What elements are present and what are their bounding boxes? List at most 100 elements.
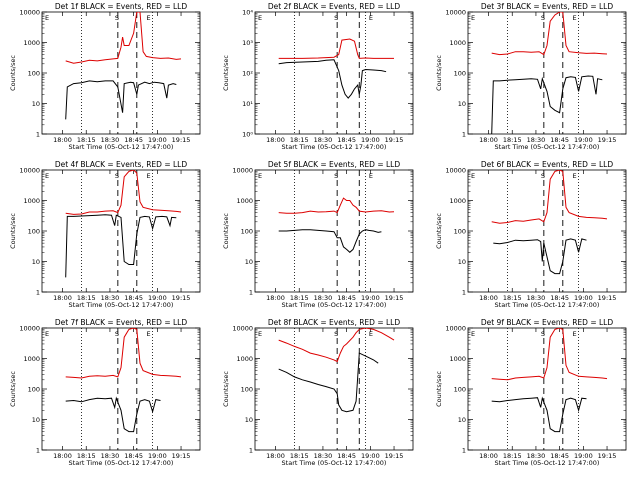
y-tick-label: 1 — [249, 447, 253, 455]
y-tick-label: 10 — [458, 258, 466, 266]
panel-title: Det 6f BLACK = Events, RED = LLD — [481, 160, 614, 169]
y-tick-label: 10000 — [19, 167, 40, 175]
x-tick-label: 18:45 — [550, 452, 569, 460]
y-axis-label: Counts/sec — [435, 213, 443, 249]
marker-label-s: S — [334, 172, 338, 180]
series-line-lld — [491, 328, 608, 381]
panel-title: Det 5f BLACK = Events, RED = LLD — [268, 160, 401, 169]
panel-4: Det 4f BLACK = Events, RED = LLD 1 10 100 10… — [9, 160, 201, 309]
y-tick-label: 1 — [462, 289, 466, 297]
marker-label-s: S — [541, 330, 545, 338]
y-tick-label: 1000 — [23, 355, 40, 363]
series-line-lld — [65, 328, 182, 379]
panel-6: Det 6f BLACK = Events, RED = LLD 1 10 100 10… — [435, 160, 627, 309]
panel-title: Det 8f BLACK = Events, RED = LLD — [268, 318, 401, 327]
y-tick-label: 100 — [454, 386, 466, 394]
x-tick-label: 18:45 — [124, 452, 143, 460]
y-tick-label: 100 — [454, 228, 466, 236]
series-line-events — [65, 396, 161, 433]
panel-8: Det 8f BLACK = Events, RED = LLD 1 10 100 10… — [222, 318, 414, 467]
y-axis-label: Counts/sec — [222, 371, 230, 407]
x-tick-label: 18:15 — [503, 452, 522, 460]
panel-7: Det 7f BLACK = Events, RED = LLD 1 10 100 10… — [9, 318, 201, 467]
panel-title: Det 4f BLACK = Events, RED = LLD — [55, 160, 188, 169]
y-tick-label: 10⁰ — [242, 131, 253, 139]
marker-label-e: E — [45, 14, 49, 22]
series-line-lld — [491, 170, 608, 224]
panel-title: Det 9f BLACK = Events, RED = LLD — [481, 318, 614, 327]
marker-label-e: E — [146, 330, 150, 338]
x-tick-label: 18:45 — [337, 452, 356, 460]
x-tick-label: 19:00 — [574, 452, 593, 460]
y-tick-label: 10² — [242, 70, 253, 78]
marker-label-e: E — [572, 330, 576, 338]
y-axis-label: Counts/sec — [222, 213, 230, 249]
y-tick-label: 10 — [32, 258, 40, 266]
x-tick-label: 18:00 — [266, 136, 285, 144]
y-tick-label: 10000 — [445, 167, 466, 175]
x-tick-label: 18:45 — [124, 136, 143, 144]
x-tick-label: 19:00 — [574, 136, 593, 144]
x-tick-label: 18:15 — [77, 136, 96, 144]
series-line-events — [278, 352, 379, 413]
x-tick-label: 18:30 — [101, 136, 120, 144]
x-axis-label: Start Time (05-Oct-12 17:47:00) — [495, 459, 600, 467]
series-line-lld — [65, 12, 182, 64]
x-tick-label: 18:30 — [527, 136, 546, 144]
y-tick-label: 100 — [28, 228, 40, 236]
x-tick-label: 19:00 — [148, 136, 167, 144]
x-axis-label: Start Time (05-Oct-12 17:47:00) — [495, 143, 600, 151]
x-tick-label: 18:30 — [314, 452, 333, 460]
y-tick-label: 1000 — [449, 355, 466, 363]
marker-label-e: E — [258, 330, 262, 338]
x-tick-label: 18:45 — [124, 294, 143, 302]
y-tick-label: 10000 — [445, 325, 466, 333]
y-tick-label: 10000 — [445, 9, 466, 17]
series-line-events — [491, 75, 603, 134]
x-axis-label: Start Time (05-Oct-12 17:47:00) — [495, 301, 600, 309]
panel-9: Det 9f BLACK = Events, RED = LLD 1 10 100 10… — [435, 318, 627, 467]
x-tick-label: 19:15 — [598, 136, 617, 144]
y-axis-label: Counts/sec — [9, 371, 17, 407]
panel-title: Det 2f BLACK = Events, RED = LLD — [268, 2, 401, 11]
y-tick-label: 10000 — [19, 325, 40, 333]
series-line-events — [278, 59, 387, 99]
y-tick-label: 100 — [241, 386, 253, 394]
marker-label-s: S — [115, 14, 119, 22]
marker-label-e: E — [471, 172, 475, 180]
series-line-events — [493, 238, 587, 275]
x-tick-label: 19:15 — [172, 294, 191, 302]
marker-label-s: S — [541, 14, 545, 22]
x-axis-label: Start Time (05-Oct-12 17:47:00) — [69, 143, 174, 151]
marker-label-s: S — [334, 330, 338, 338]
x-tick-label: 18:00 — [479, 452, 498, 460]
y-tick-label: 10000 — [19, 9, 40, 17]
marker-label-e: E — [45, 172, 49, 180]
y-tick-label: 10 — [458, 100, 466, 108]
series-line-events — [65, 214, 177, 278]
marker-label-e: E — [146, 172, 150, 180]
marker-label-e: E — [369, 172, 373, 180]
y-tick-label: 1 — [36, 289, 40, 297]
y-axis-label: Counts/sec — [9, 55, 17, 91]
marker-label-e: E — [45, 330, 49, 338]
y-tick-label: 1000 — [23, 39, 40, 47]
x-tick-label: 18:00 — [266, 452, 285, 460]
panel-2: Det 2f BLACK = Events, RED = LLD 10⁰ 10¹ 10… — [222, 2, 414, 151]
x-tick-label: 19:00 — [148, 452, 167, 460]
marker-label-e: E — [471, 330, 475, 338]
y-tick-label: 10³ — [242, 39, 253, 47]
y-tick-label: 1000 — [236, 355, 253, 363]
panel-title: Det 3f BLACK = Events, RED = LLD — [481, 2, 614, 11]
x-tick-label: 18:30 — [314, 136, 333, 144]
marker-label-e: E — [572, 172, 576, 180]
series-line-events — [491, 396, 587, 433]
marker-label-e: E — [369, 330, 373, 338]
x-axis-label: Start Time (05-Oct-12 17:47:00) — [282, 301, 387, 309]
x-tick-label: 18:30 — [527, 294, 546, 302]
x-tick-label: 18:15 — [290, 452, 309, 460]
y-tick-label: 1 — [36, 447, 40, 455]
marker-label-e: E — [572, 14, 576, 22]
x-tick-label: 18:30 — [527, 452, 546, 460]
